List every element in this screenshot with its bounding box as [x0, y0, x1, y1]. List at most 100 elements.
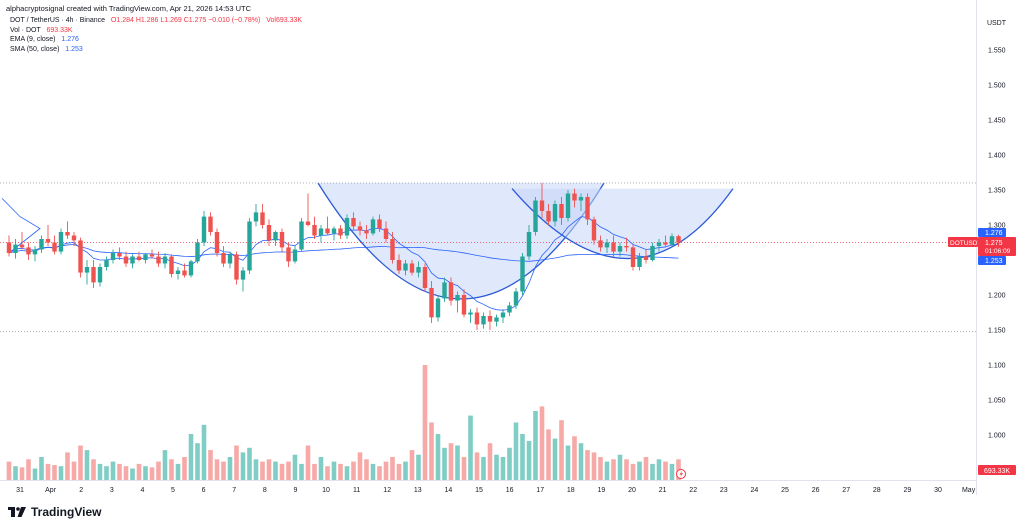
volume-bar: [533, 411, 538, 480]
ema-badge-box: [978, 228, 1006, 237]
volume-bar: [234, 445, 239, 480]
volume-bar: [91, 459, 96, 480]
candle-body: [110, 253, 116, 260]
candle-body: [559, 204, 564, 218]
legend-volume-row[interactable]: Vol · DOT 693.33K: [10, 26, 302, 36]
volume-bar: [552, 438, 558, 480]
candle-body: [331, 228, 337, 234]
volume-bar: [637, 461, 642, 480]
candle-body: [221, 253, 226, 264]
volume-bar: [273, 461, 278, 480]
candle-body: [656, 242, 662, 246]
volume-bar: [526, 440, 532, 480]
candle-body: [383, 228, 389, 239]
volume-bar: [162, 450, 168, 480]
candle-body: [500, 312, 506, 318]
candle-body: [630, 247, 636, 267]
candle-body: [390, 239, 395, 260]
candle-body: [169, 256, 174, 274]
volume-bar: [624, 459, 629, 480]
candle-body: [539, 200, 545, 211]
volume-bar: [104, 466, 109, 480]
candle-body: [318, 228, 324, 236]
volume-bar: [396, 463, 402, 480]
time-label-8: 8: [263, 487, 267, 494]
candle-body: [71, 235, 77, 241]
candle-body: [13, 244, 18, 253]
time-label-6: 6: [202, 487, 206, 494]
volume-bar: [338, 463, 343, 480]
candle-body: [58, 232, 64, 252]
volume-bar: [292, 454, 298, 480]
volume-bar: [45, 463, 51, 480]
price-label-1: 1.500: [988, 83, 1006, 90]
price-axis-unit[interactable]: USDT: [986, 20, 1006, 27]
volume-bar: [123, 466, 129, 480]
time-label-30: 30: [934, 487, 942, 494]
volume-bar: [19, 467, 25, 480]
volume-bar: [448, 443, 454, 480]
candle-body: [84, 267, 90, 273]
price-badges: 1.276 DOTUSDT 1.275 01:06:09 1.253 693.3…: [948, 228, 1016, 475]
price-label-2: 1.450: [988, 118, 1006, 125]
candle-body: [273, 232, 278, 241]
candle-body: [338, 228, 343, 236]
volume-bar: [65, 452, 70, 480]
sma-badge: 1.253: [985, 258, 1003, 265]
time-label-0: 31: [16, 487, 24, 494]
candle-body: [448, 282, 454, 301]
candle-body: [351, 218, 356, 227]
candle-body: [32, 249, 38, 255]
candle-body: [494, 317, 499, 322]
candle-body: [513, 291, 519, 306]
legend-symbol-row[interactable]: DOT / TetherUS · 4h · Binance O1.284 H1.…: [10, 16, 302, 26]
volume-bar: [318, 457, 324, 480]
volume-bar: [97, 463, 103, 480]
candle-body: [663, 242, 668, 245]
volume-bar: [312, 463, 317, 480]
candle-body: [403, 263, 408, 271]
volume-bar: [6, 461, 12, 480]
candle-body: [299, 221, 304, 250]
volume-bar: [494, 454, 499, 480]
volume-bar: [455, 445, 460, 480]
volume-bar: [175, 463, 181, 480]
volume-bar: [13, 466, 18, 480]
sma-badge-box: [978, 256, 1006, 265]
candle-body: [136, 256, 142, 260]
volume-bar: [84, 450, 90, 480]
candle-body: [149, 254, 155, 257]
legend-volume-value: 693.33K: [46, 26, 73, 34]
volume-bar: [351, 461, 356, 480]
volume-bar: [572, 436, 577, 480]
candle-body: [377, 219, 382, 229]
candle-body: [156, 256, 161, 264]
horizontal-levels: [0, 182, 976, 332]
candle-body: [234, 254, 239, 280]
candle-body: [572, 193, 577, 201]
volume-bar: [461, 457, 467, 480]
candle-body: [195, 242, 200, 262]
volume-bar: [487, 443, 493, 480]
volume-bar: [643, 457, 649, 480]
handle-outline: [511, 188, 734, 260]
alert-icon[interactable]: [676, 469, 686, 479]
time-label-18: 18: [567, 487, 575, 494]
candle-body: [435, 298, 441, 318]
time-label-28: 28: [873, 487, 881, 494]
time-label-17: 17: [536, 487, 544, 494]
candle-body: [26, 247, 31, 255]
candle-body: [598, 240, 603, 248]
legend-ema-row[interactable]: EMA (9, close) 1.276: [10, 35, 302, 45]
tradingview-branding[interactable]: TradingView: [8, 505, 101, 519]
volume-bar: [240, 452, 246, 480]
volume-bar: [565, 445, 571, 480]
time-label-21: 21: [659, 487, 667, 494]
time-label-15: 15: [475, 487, 483, 494]
candle-body: [617, 246, 623, 252]
volume-bar: [598, 457, 603, 480]
volume-bar: [422, 365, 428, 480]
legend-sma-row[interactable]: SMA (50, close) 1.253: [10, 45, 302, 55]
time-label-4: 4: [140, 487, 144, 494]
